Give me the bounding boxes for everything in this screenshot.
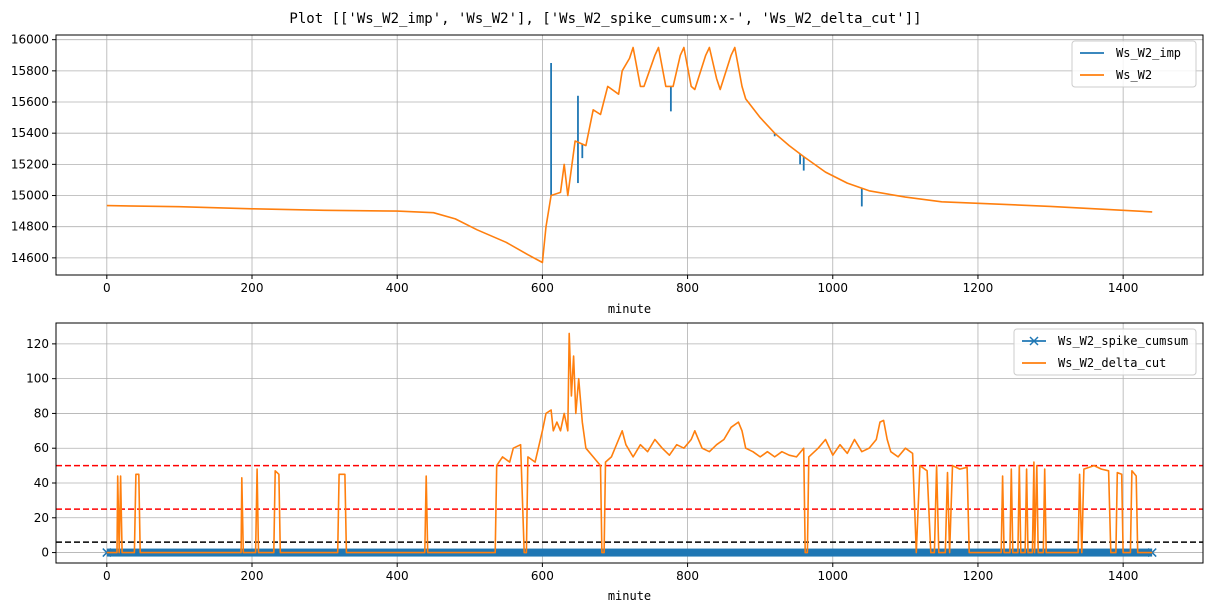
series-ws-w2-delta-cut-line [106, 332, 1153, 554]
top-y-tick-label: 15000 [11, 189, 49, 203]
top-x-axis-label: minute [608, 302, 651, 316]
bottom-y-tick-label: 60 [34, 441, 49, 455]
top-x-tick-label: 800 [676, 281, 699, 295]
bottom-y-tick-label: 80 [34, 406, 49, 420]
bottom-x-tick-label: 0 [103, 569, 111, 583]
bottom-y-tick-label: 120 [26, 337, 49, 351]
top-y-tick-label: 15600 [11, 95, 49, 109]
top-x-tick-label: 400 [386, 281, 409, 295]
legend-label-ws-w2-delta-cut: Ws_W2_delta_cut [1058, 356, 1166, 370]
bottom-y-tick-label: 40 [34, 476, 49, 490]
bottom-y-tick-label: 100 [26, 372, 49, 386]
top-x-tick-label: 1400 [1108, 281, 1139, 295]
bottom-x-tick-label: 1400 [1108, 569, 1139, 583]
legend-label-ws-w2-imp: Ws_W2_imp [1116, 46, 1181, 60]
bottom-y-tick-label: 0 [41, 546, 49, 560]
bottom-axes: 0 200 400 600 800 1000 1200 1400 0 20 40 60 80 100 120… [26, 322, 1204, 603]
bottom-x-tick-label: 400 [386, 569, 409, 583]
top-y-tick-label: 15800 [11, 64, 49, 78]
top-y-tick-label: 15400 [11, 126, 49, 140]
bottom-plot-area [56, 332, 1203, 558]
top-x-tick-label: 1000 [817, 281, 848, 295]
top-grid [56, 35, 1203, 275]
bottom-tick-labels: 0 200 400 600 800 1000 1200 1400 0 20 40 60 80 100 120 [26, 337, 1138, 583]
bottom-x-axis-label: minute [608, 589, 651, 603]
top-tick-labels: 0 200 400 600 800 1000 1200 1400 14600 14800 15000… [11, 33, 1139, 295]
top-y-tick-label: 15200 [11, 157, 49, 171]
top-legend: Ws_W2_imp Ws_W2 [1071, 40, 1197, 88]
bottom-legend-box [1013, 328, 1197, 376]
top-axes: 0 200 400 600 800 1000 1200 1400 14600 14800 15000… [11, 33, 1204, 316]
bottom-legend: Ws_W2_spike_cumsum Ws_W2_delta_cut [1013, 328, 1197, 376]
top-plot-area [106, 46, 1153, 264]
bottom-x-tick-label: 800 [676, 569, 699, 583]
bottom-x-tick-label: 1200 [963, 569, 994, 583]
figure-suptitle: Plot [['Ws_W2_imp', 'Ws_W2'], ['Ws_W2_sp… [289, 11, 921, 27]
bottom-x-tick-label: 600 [531, 569, 554, 583]
bottom-x-tick-label: 1000 [817, 569, 848, 583]
top-y-tick-label: 14800 [11, 220, 49, 234]
top-x-tick-label: 600 [531, 281, 554, 295]
legend-marker-x [1029, 336, 1039, 346]
top-x-tick-label: 200 [241, 281, 264, 295]
bottom-axes-frame [55, 322, 1204, 564]
bottom-x-tick-label: 200 [241, 569, 264, 583]
series-ws-w2-line [106, 46, 1153, 264]
top-x-tick-label: 0 [103, 281, 111, 295]
top-y-tick-label: 16000 [11, 33, 49, 47]
top-axes-frame [55, 34, 1204, 276]
legend-label-ws-w2-spike-cumsum: Ws_W2_spike_cumsum [1058, 334, 1188, 348]
legend-label-ws-w2: Ws_W2 [1116, 68, 1152, 82]
top-y-tick-label: 14600 [11, 251, 49, 265]
top-x-tick-label: 1200 [963, 281, 994, 295]
bottom-y-tick-label: 20 [34, 511, 49, 525]
